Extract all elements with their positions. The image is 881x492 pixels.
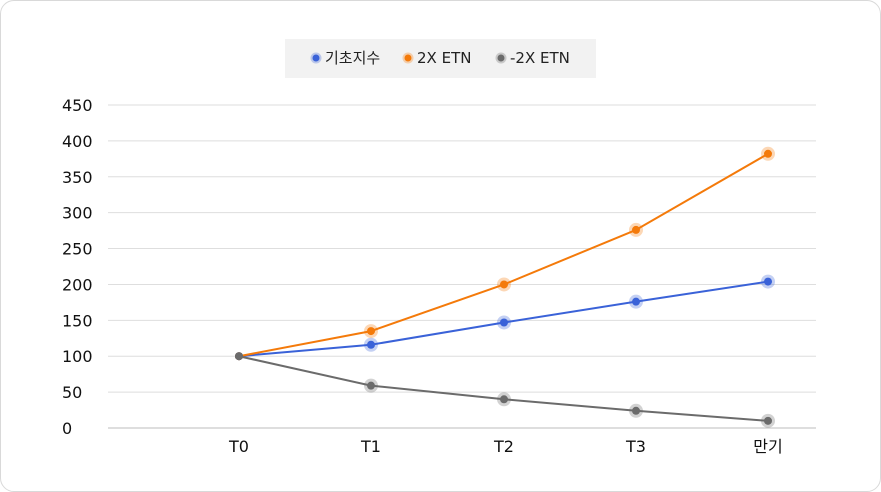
legend-box [285,39,596,78]
gridlines [108,104,816,429]
x-tick-label: T0 [228,437,249,456]
y-tick-label: 350 [62,168,93,187]
y-tick-label: 300 [62,204,93,223]
legend-marker [404,54,412,62]
data-point [500,395,508,404]
legend-label: 2X ETN [417,49,471,67]
y-axis: 0 50 100 150 200 250 300 350 400 450 [62,96,93,438]
legend-item: 기초지수 [310,49,380,67]
data-point [632,225,640,234]
x-axis: T0 T1 T2 T3 만기 [228,437,783,456]
data-point [500,280,508,289]
series-line [238,355,769,422]
x-tick-label: T1 [360,437,381,456]
y-tick-label: 150 [62,311,93,330]
data-point [367,381,375,390]
legend-marker [497,54,505,62]
y-tick-label: 450 [62,96,93,115]
x-tick-label: 만기 [753,437,782,456]
y-tick-label: 0 [62,419,72,438]
legend-label: 기초지수 [325,49,380,67]
data-point [764,277,772,286]
data-point [764,416,772,425]
data-point [367,327,375,336]
y-tick-label: 50 [62,383,82,402]
y-tick-label: 400 [62,132,93,151]
x-tick-label: T3 [625,437,646,456]
legend: 기초지수 2X ETN -2X ETN [310,49,570,67]
series-group [235,146,775,428]
data-point [632,297,640,306]
legend-label: -2X ETN [510,49,570,67]
x-tick-label: T2 [493,437,514,456]
y-tick-label: 100 [62,347,93,366]
data-point [367,340,375,349]
data-point [764,149,772,158]
legend-item: 2X ETN [402,49,471,67]
legend-marker [312,54,320,62]
data-point [632,406,640,415]
y-tick-label: 250 [62,240,93,259]
y-tick-label: 200 [62,275,93,294]
legend-item: -2X ETN [495,49,570,67]
data-point [235,352,243,361]
data-point [500,318,508,327]
